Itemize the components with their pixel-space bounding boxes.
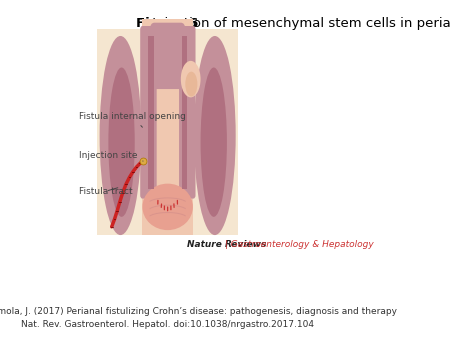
Ellipse shape: [99, 36, 141, 235]
Bar: [182, 36, 187, 189]
Ellipse shape: [185, 72, 198, 97]
Ellipse shape: [142, 184, 193, 230]
FancyBboxPatch shape: [150, 23, 185, 89]
Text: Panés, J. & Rimola, J. (2017) Perianal fistulizing Crohn’s disease: pathogenesis: Panés, J. & Rimola, J. (2017) Perianal f…: [0, 307, 397, 329]
Bar: [97, 29, 238, 235]
FancyBboxPatch shape: [140, 26, 157, 199]
Text: Nature Reviews: Nature Reviews: [187, 240, 267, 249]
Ellipse shape: [201, 68, 227, 217]
Text: Injection of mesenchymal stem cells in perianal fistulas: Injection of mesenchymal stem cells in p…: [148, 17, 450, 30]
Bar: [142, 19, 193, 235]
Bar: [148, 36, 154, 189]
Text: | Gastroenterology & Hepatology: | Gastroenterology & Hepatology: [222, 240, 374, 249]
Text: Fistula internal opening: Fistula internal opening: [79, 112, 186, 127]
FancyBboxPatch shape: [179, 26, 195, 199]
Ellipse shape: [194, 36, 236, 235]
Ellipse shape: [108, 68, 135, 217]
Ellipse shape: [181, 61, 201, 97]
Text: Injection site: Injection site: [79, 151, 143, 161]
Text: Fistula tract: Fistula tract: [79, 187, 132, 196]
Text: Figure 6: Figure 6: [136, 17, 198, 30]
Ellipse shape: [152, 21, 183, 74]
